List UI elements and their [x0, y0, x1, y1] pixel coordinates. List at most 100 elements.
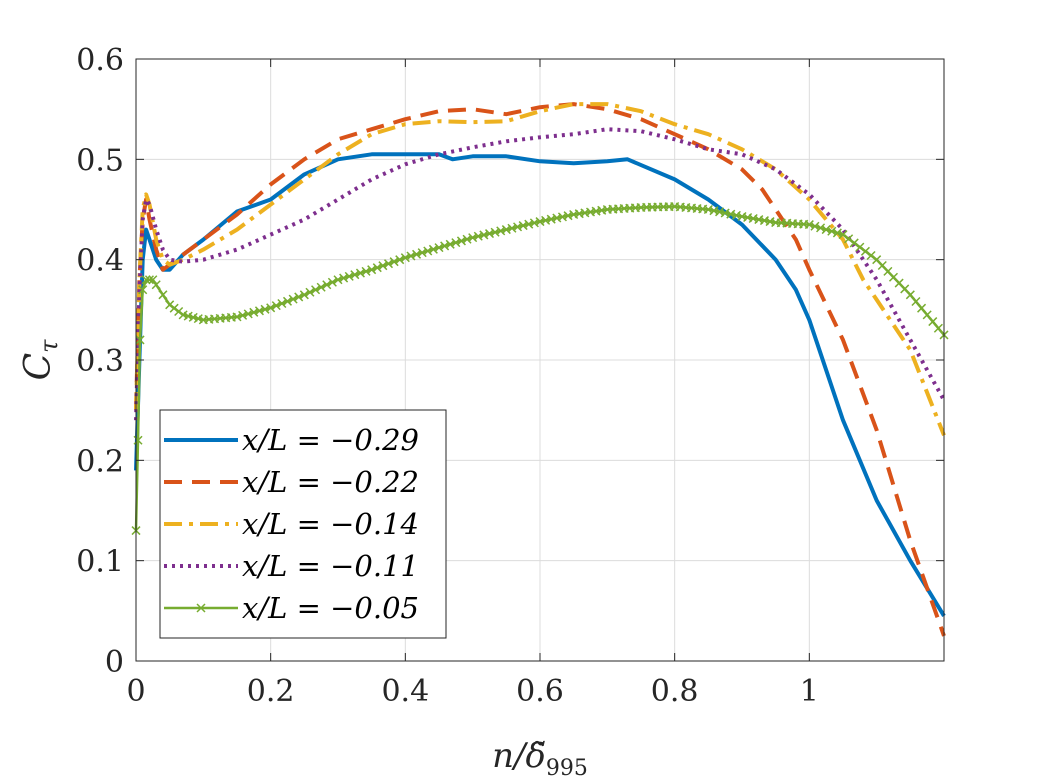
y-tick-label: 0.3 [76, 344, 124, 379]
series-marker [344, 271, 354, 281]
series-marker [174, 306, 184, 317]
series-marker [327, 277, 337, 287]
series-marker [339, 273, 349, 283]
series-marker [804, 220, 814, 230]
series-marker [412, 249, 422, 259]
series-marker [827, 226, 837, 236]
series-marker [249, 307, 259, 317]
series-marker [135, 335, 145, 345]
series-marker [400, 253, 410, 263]
series-layer [131, 102, 949, 637]
series-marker [917, 303, 927, 313]
series-marker [395, 255, 405, 265]
y-tick-label: 0.1 [76, 545, 124, 580]
series-marker [423, 246, 433, 256]
series-marker [451, 238, 461, 248]
series-marker [232, 312, 242, 322]
y-tick-label: 0.4 [76, 244, 124, 279]
series-marker [866, 250, 876, 261]
series-marker [860, 246, 870, 256]
series-marker [260, 304, 270, 314]
series-marker [933, 323, 943, 333]
series-marker [333, 275, 343, 285]
x-axis-label: n/δ̃995 [492, 736, 588, 781]
series-marker [158, 290, 168, 300]
legend-label: x/L = −0.29 [242, 423, 419, 457]
legend-item: x/L = −0.14 [164, 507, 419, 541]
series-marker [445, 239, 455, 249]
series-marker [282, 296, 293, 306]
y-tick-label: 0 [105, 645, 124, 680]
legend-label: x/L = −0.11 [242, 549, 419, 583]
series-marker [417, 248, 427, 258]
legend-item: x/L = −0.29 [164, 423, 419, 457]
series-line-1 [134, 152, 946, 617]
legend-label: x/L = −0.22 [242, 465, 419, 499]
x-tick-label: 0.2 [247, 674, 295, 709]
series-marker [372, 263, 382, 273]
series-marker [928, 317, 938, 327]
series-marker [141, 275, 151, 285]
legend-item: x/L = −0.05 [164, 591, 419, 625]
series-marker [821, 225, 831, 235]
y-axis-label: Cτ [18, 339, 63, 381]
y-tick-label: 0.5 [76, 143, 124, 178]
series-marker [462, 234, 472, 244]
ticks [135, 58, 944, 662]
series-marker [294, 292, 304, 302]
y-tick-label: 0.6 [76, 43, 124, 78]
series-marker [838, 230, 848, 240]
series-marker [428, 244, 438, 254]
x-tick-label: 0.8 [651, 674, 699, 709]
series-marker [378, 261, 388, 271]
series-marker [311, 285, 321, 295]
series-marker [138, 285, 148, 295]
x-tick-label: 1 [800, 674, 819, 709]
series-marker [922, 310, 932, 320]
series-marker [266, 303, 276, 313]
tick-labels: 0 0.2 0.4 0.6 0.8 1 0 0.1 0.2 0.3 0.4 0.5 0.6 [76, 43, 819, 709]
series-marker [151, 280, 161, 290]
legend-marker [196, 603, 206, 613]
series-marker [844, 234, 854, 244]
series-marker [238, 310, 248, 320]
series-marker [277, 298, 287, 309]
series-marker [367, 265, 377, 275]
legend: x/L = −0.29 x/L = −0.22 x/L = −0.14 x/L = −… [159, 409, 447, 639]
series-marker [316, 282, 326, 292]
series-marker [434, 243, 444, 253]
series-marker [350, 270, 360, 280]
series-marker [165, 300, 175, 310]
series-marker [355, 268, 365, 278]
series-marker [406, 251, 416, 261]
series-marker [169, 303, 179, 313]
series-marker [389, 257, 399, 267]
series-marker [288, 294, 298, 304]
series-marker [849, 238, 859, 248]
legend-label: x/L = −0.14 [242, 507, 419, 541]
x-tick-label: 0.6 [516, 674, 564, 709]
series-marker [148, 275, 158, 285]
series-marker [456, 236, 466, 246]
series-marker [271, 301, 281, 311]
series-line-4 [134, 127, 946, 421]
series-marker [299, 290, 309, 300]
legend-label: x/L = −0.05 [242, 591, 419, 625]
series-marker [361, 266, 371, 276]
series-marker [816, 223, 826, 233]
y-tick-label: 0.2 [76, 444, 124, 479]
series-marker [254, 306, 264, 316]
series-marker [810, 221, 820, 231]
x-tick-label: 0.4 [381, 674, 429, 709]
legend-item: x/L = −0.22 [164, 465, 419, 499]
x-tick-label: 0 [126, 674, 145, 709]
series-marker [855, 242, 865, 252]
series-marker [383, 259, 394, 269]
series-marker [243, 309, 253, 319]
series-marker [322, 280, 332, 290]
series-marker [905, 290, 915, 300]
series-marker [440, 241, 450, 251]
series-marker [305, 287, 315, 297]
series-marker [911, 296, 921, 307]
